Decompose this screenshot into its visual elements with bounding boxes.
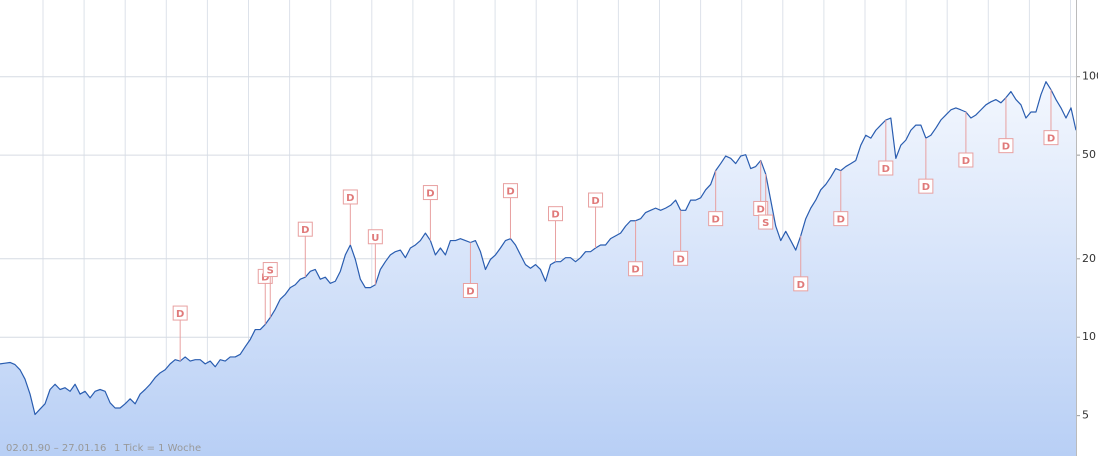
event-label: D <box>962 156 970 167</box>
event-label: D <box>506 187 514 198</box>
line <box>0 81 1077 416</box>
y-tick-label: 20 <box>1082 252 1096 265</box>
event-box <box>1043 130 1059 146</box>
event-label: D <box>1047 134 1055 145</box>
event-label: D <box>922 182 930 193</box>
y-tick-label: 10 <box>1082 330 1096 343</box>
event-label: D <box>631 265 639 276</box>
event-box <box>588 192 604 208</box>
event-box <box>708 211 724 227</box>
event-label: D <box>551 210 559 221</box>
event-box <box>758 214 774 230</box>
area <box>0 81 1076 456</box>
event-label: D <box>301 225 309 236</box>
event-label: D <box>1002 142 1010 153</box>
event-label: D <box>426 189 434 200</box>
event-box <box>462 282 478 298</box>
event-box <box>628 261 644 277</box>
y-tick-label: 50 <box>1082 148 1096 161</box>
event-label: D <box>882 164 890 175</box>
event-label: D <box>797 280 805 291</box>
event-label: D <box>176 309 184 320</box>
event-label: D <box>261 272 269 283</box>
event-box <box>958 152 974 168</box>
event-label: S <box>762 218 769 229</box>
event-box <box>297 221 313 237</box>
event-box <box>172 305 188 321</box>
tick-note: 1 Tick = 1 Woche <box>114 443 201 454</box>
event-label: D <box>591 196 599 207</box>
event-box <box>918 178 934 194</box>
event-box <box>833 211 849 227</box>
event-label: D <box>466 286 474 297</box>
y-tick-label: 5 <box>1082 409 1089 422</box>
event-box <box>673 250 689 266</box>
event-box <box>502 183 518 199</box>
event-box <box>998 138 1014 154</box>
event-box <box>548 206 564 222</box>
event-box <box>342 189 358 205</box>
event-label: S <box>267 266 274 277</box>
event-box <box>367 229 383 245</box>
event-label: D <box>757 204 765 215</box>
event-box <box>262 262 278 278</box>
period: 02.01.90 – 27.01.16 <box>6 443 106 454</box>
event-box <box>793 276 809 292</box>
event-box <box>878 160 894 176</box>
y-tick-label: 100 <box>1082 70 1098 83</box>
event-label: D <box>676 254 684 265</box>
event-label: D <box>712 215 720 226</box>
event-box <box>422 185 438 201</box>
plot <box>0 81 1077 456</box>
event-label: D <box>346 193 354 204</box>
event-label: D <box>837 215 845 226</box>
event-label: U <box>371 233 379 244</box>
